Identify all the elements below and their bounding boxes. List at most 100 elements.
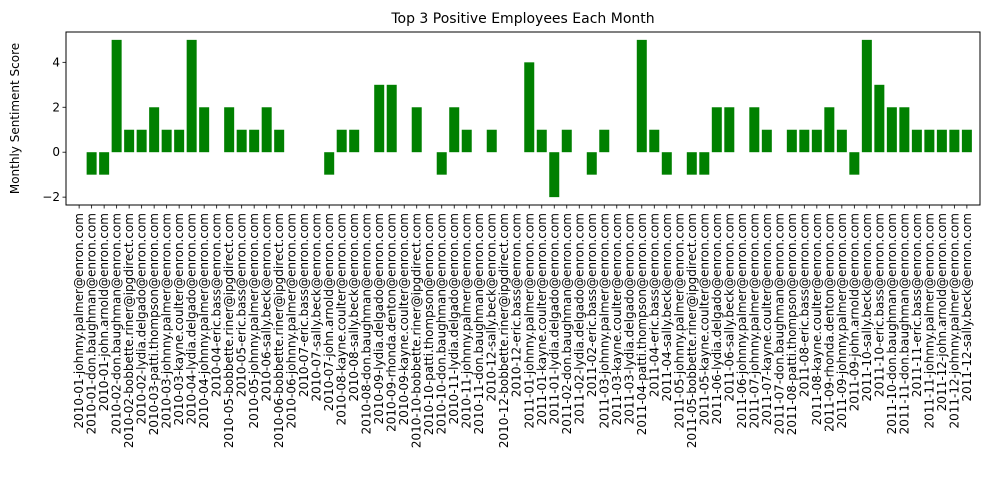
x-tick-label: 2011-10-sally.beck@enron.com bbox=[860, 213, 874, 402]
x-tick-label: 2010-01-don.baughman@enron.com bbox=[85, 213, 99, 434]
x-tick-label: 2011-02-don.baughman@enron.com bbox=[560, 213, 574, 434]
bar bbox=[486, 129, 497, 153]
x-tick-label: 2011-04-eric.bass@enron.com bbox=[647, 213, 661, 397]
bar bbox=[374, 84, 385, 153]
x-tick-label: 2011-08-patti.thompson@enron.com bbox=[785, 213, 799, 435]
x-tick-label: 2010-08-kayne.coulter@enron.com bbox=[335, 213, 349, 425]
x-tick-label: 2011-05-kayne.coulter@enron.com bbox=[697, 213, 711, 425]
x-tick-label: 2010-09-kayne.coulter@enron.com bbox=[397, 213, 411, 425]
x-tick-label: 2010-07-eric.bass@enron.com bbox=[297, 213, 311, 397]
x-tick-label: 2010-06-sally.beck@enron.com bbox=[260, 213, 274, 402]
x-tick-label: 2010-06-bobbette.riner@ipgdirect.com bbox=[272, 213, 286, 448]
x-tick-label: 2010-12-eric.bass@enron.com bbox=[510, 213, 524, 397]
bar bbox=[811, 129, 822, 153]
bar bbox=[236, 129, 247, 153]
bar bbox=[124, 129, 135, 153]
x-tick-label: 2010-03-patti.thompson@enron.com bbox=[147, 213, 161, 435]
x-tick-label: 2010-05-johnny.palmer@enron.com bbox=[247, 213, 261, 429]
bar bbox=[649, 129, 660, 153]
x-tick-label: 2011-04-sally.beck@enron.com bbox=[660, 213, 674, 402]
x-tick-label: 2010-06-johnny.palmer@enron.com bbox=[285, 213, 299, 429]
bar bbox=[411, 107, 422, 153]
x-tick-label: 2011-09-johnny.palmer@enron.com bbox=[835, 213, 849, 429]
bar bbox=[449, 107, 460, 153]
x-tick-label: 2011-01-kayne.coulter@enron.com bbox=[535, 213, 549, 425]
bar bbox=[261, 107, 272, 153]
bar bbox=[249, 129, 260, 153]
x-tick-label: 2010-01-johnny.palmer@enron.com bbox=[72, 213, 86, 429]
x-tick-label: 2011-12-john.arnold@enron.com bbox=[935, 213, 949, 411]
bar bbox=[136, 129, 147, 153]
x-tick-label: 2011-12-sally.beck@enron.com bbox=[960, 213, 974, 402]
bar bbox=[786, 129, 797, 153]
x-tick-label: 2010-08-don.baughman@enron.com bbox=[360, 213, 374, 434]
x-tick-label: 2010-09-rhonda.denton@enron.com bbox=[385, 213, 399, 432]
x-tick-label: 2010-05-eric.bass@enron.com bbox=[235, 213, 249, 397]
bar bbox=[724, 107, 735, 153]
x-axis-ticks: 2010-01-johnny.palmer@enron.com2010-01-d… bbox=[72, 205, 974, 448]
x-tick-label: 2010-10-bobbette.riner@ipgdirect.com bbox=[410, 213, 424, 448]
bar bbox=[536, 129, 547, 153]
x-tick-label: 2010-02-don.baughman@enron.com bbox=[110, 213, 124, 434]
bar bbox=[349, 129, 360, 153]
x-tick-label: 2011-02-eric.bass@enron.com bbox=[585, 213, 599, 397]
x-tick-label: 2010-08-sally.beck@enron.com bbox=[347, 213, 361, 402]
x-tick-label: 2011-07-don.baughman@enron.com bbox=[772, 213, 786, 434]
x-tick-label: 2011-11-don.baughman@enron.com bbox=[897, 213, 911, 434]
x-tick-label: 2010-11-lydia.delgado@enron.com bbox=[447, 213, 461, 424]
y-axis-label: Monthly Sentiment Score bbox=[8, 43, 22, 194]
y-tick-label: −2 bbox=[42, 190, 60, 204]
x-tick-label: 2010-04-eric.bass@enron.com bbox=[210, 213, 224, 397]
x-tick-label: 2011-10-eric.bass@enron.com bbox=[872, 213, 886, 397]
x-tick-label: 2010-11-don.baughman@enron.com bbox=[472, 213, 486, 434]
bar bbox=[436, 152, 447, 175]
bar bbox=[874, 84, 885, 153]
x-tick-label: 2011-01-johnny.palmer@enron.com bbox=[522, 213, 536, 429]
x-tick-label: 2010-01-john.arnold@enron.com bbox=[97, 213, 111, 411]
bar bbox=[661, 152, 672, 175]
bar bbox=[174, 129, 185, 153]
x-tick-label: 2011-05-johnny.palmer@enron.com bbox=[672, 213, 686, 429]
x-tick-label: 2010-03-johnny.palmer@enron.com bbox=[160, 213, 174, 429]
x-tick-label: 2011-12-johnny.palmer@enron.com bbox=[947, 213, 961, 429]
x-tick-label: 2011-07-johnny.palmer@enron.com bbox=[747, 213, 761, 429]
bar bbox=[686, 152, 697, 175]
bar bbox=[599, 129, 610, 153]
bar bbox=[861, 39, 872, 153]
x-tick-label: 2010-12-bobbette.riner@ipgdirect.com bbox=[497, 213, 511, 448]
bar bbox=[699, 152, 710, 175]
bar bbox=[924, 129, 935, 153]
bar bbox=[761, 129, 772, 153]
bar bbox=[849, 152, 860, 175]
bar bbox=[899, 107, 910, 153]
x-tick-label: 2010-10-don.baughman@enron.com bbox=[435, 213, 449, 434]
x-tick-label: 2010-04-johnny.palmer@enron.com bbox=[197, 213, 211, 429]
bar bbox=[961, 129, 972, 153]
bar bbox=[749, 107, 760, 153]
x-tick-label: 2011-08-eric.bass@enron.com bbox=[797, 213, 811, 397]
bar bbox=[199, 107, 210, 153]
x-tick-label: 2010-03-kayne.coulter@enron.com bbox=[172, 213, 186, 425]
x-tick-label: 2011-04-patti.thompson@enron.com bbox=[635, 213, 649, 435]
bar bbox=[149, 107, 160, 153]
x-tick-label: 2010-05-bobbette.riner@ipgdirect.com bbox=[222, 213, 236, 448]
x-tick-label: 2011-11-eric.bass@enron.com bbox=[910, 213, 924, 397]
y-tick-label: 2 bbox=[52, 100, 60, 114]
x-tick-label: 2011-10-don.baughman@enron.com bbox=[885, 213, 899, 434]
x-tick-label: 2010-07-sally.beck@enron.com bbox=[310, 213, 324, 402]
y-tick-label: 4 bbox=[52, 55, 60, 69]
x-tick-label: 2011-06-lydia.delgado@enron.com bbox=[710, 213, 724, 424]
x-tick-label: 2011-01-lydia.delgado@enron.com bbox=[547, 213, 561, 424]
x-tick-label: 2010-04-lydia.delgado@enron.com bbox=[185, 213, 199, 424]
bars-group bbox=[86, 39, 972, 198]
bar bbox=[936, 129, 947, 153]
x-tick-label: 2011-06-sally.beck@enron.com bbox=[722, 213, 736, 402]
bar bbox=[636, 39, 647, 153]
bar bbox=[949, 129, 960, 153]
x-tick-label: 2011-11-johnny.palmer@enron.com bbox=[922, 213, 936, 429]
x-tick-label: 2011-03-lydia.delgado@enron.com bbox=[622, 213, 636, 424]
y-tick-label: 0 bbox=[52, 145, 60, 159]
x-tick-label: 2011-07-kayne.coulter@enron.com bbox=[760, 213, 774, 425]
x-tick-label: 2010-02-lydia.delgado@enron.com bbox=[135, 213, 149, 424]
